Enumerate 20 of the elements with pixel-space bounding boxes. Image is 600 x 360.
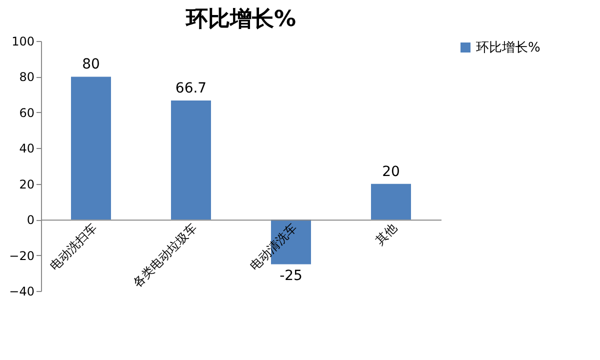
legend-label: 环比增长% bbox=[476, 40, 540, 56]
y-tick-label: 100 bbox=[12, 34, 34, 48]
y-tick-label: 20 bbox=[19, 177, 34, 192]
x-tick-label: 电动洗扫车 bbox=[47, 220, 100, 273]
bar bbox=[71, 76, 111, 220]
y-tick-label: 40 bbox=[19, 142, 34, 156]
x-tick-label: 各类电动垃圾车 bbox=[130, 220, 200, 290]
x-tick-label: 其他 bbox=[372, 220, 400, 248]
y-tick-label: 60 bbox=[19, 106, 34, 120]
data-label: 80 bbox=[82, 56, 100, 73]
y-tick-label: −20 bbox=[9, 248, 34, 263]
y-tick-label: 0 bbox=[26, 213, 34, 228]
data-label: 20 bbox=[382, 164, 400, 180]
data-label: -25 bbox=[280, 268, 302, 284]
bar bbox=[171, 100, 211, 220]
data-label: 66.7 bbox=[175, 80, 207, 96]
y-tick-label: 80 bbox=[19, 70, 34, 84]
chart-title: 环比增长% bbox=[184, 7, 296, 32]
y-tick-label: −40 bbox=[9, 284, 34, 298]
bar bbox=[371, 184, 411, 220]
